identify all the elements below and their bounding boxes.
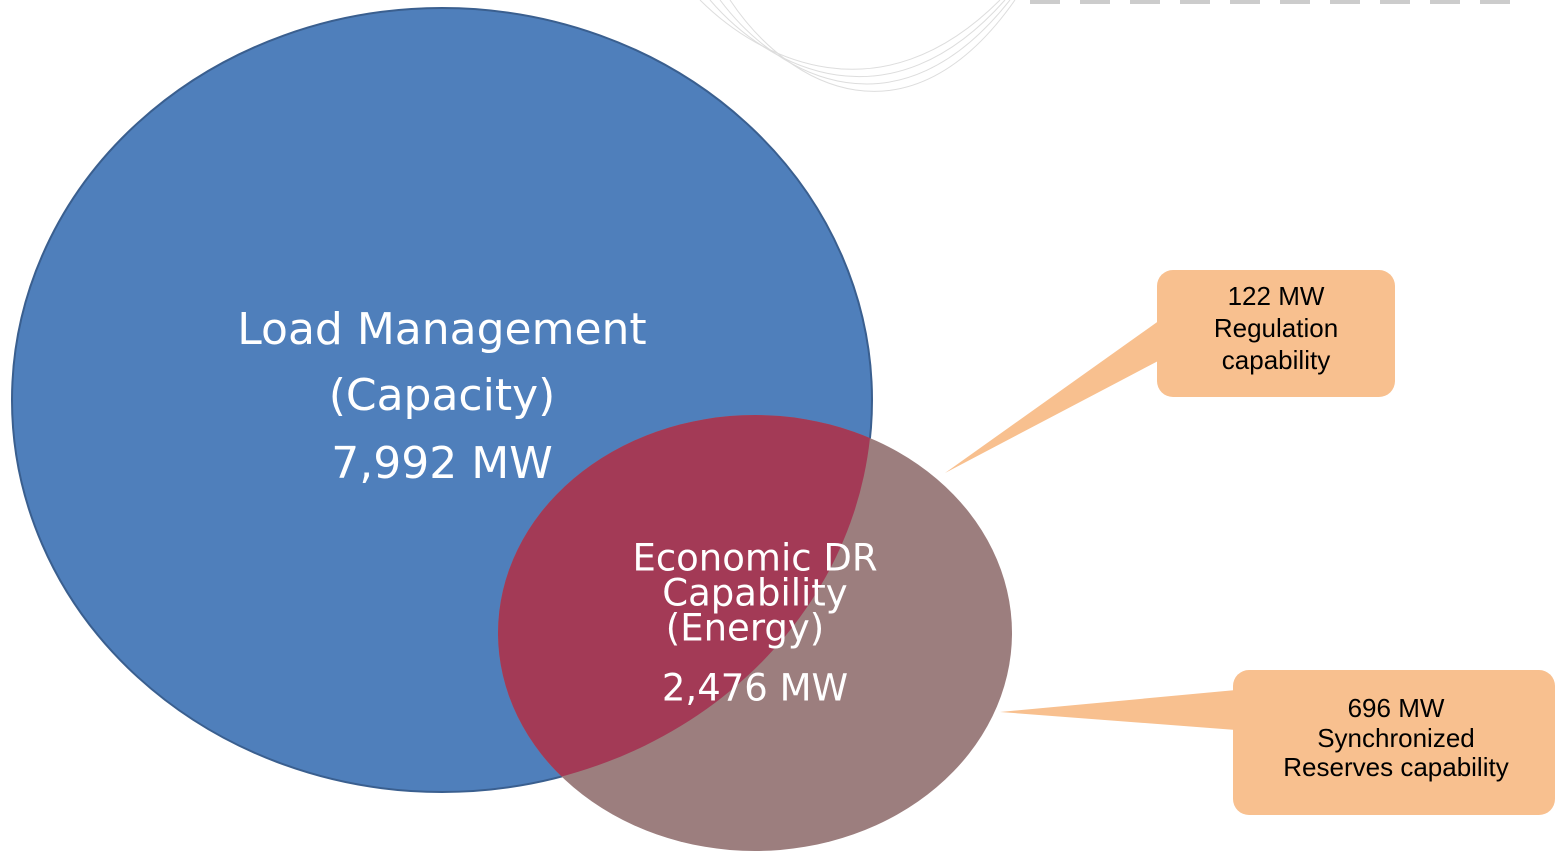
callout-text: Reserves capability — [1283, 752, 1508, 782]
diagram: Load Management (Capacity) 7,992 MW Econ… — [0, 0, 1556, 851]
callout-text: 122 MW — [1228, 281, 1325, 311]
callout-2: 696 MW Synchronized Reserves capability — [1000, 670, 1555, 815]
label: (Energy) — [666, 607, 824, 650]
label: 7,992 MW — [331, 438, 552, 489]
decor-curves — [700, 0, 1015, 91]
label: Load Management — [237, 304, 646, 355]
callout-text: Synchronized — [1317, 723, 1475, 753]
callout-text: capability — [1222, 345, 1330, 375]
callout-1: 122 MW Regulation capability — [945, 270, 1395, 473]
page: Load Management (Capacity) 7,992 MW Econ… — [0, 0, 1556, 851]
callout-text: Regulation — [1214, 313, 1338, 343]
label: (Capacity) — [329, 370, 556, 421]
label: 2,476 MW — [662, 667, 848, 710]
callout-text: 696 MW — [1348, 693, 1445, 723]
